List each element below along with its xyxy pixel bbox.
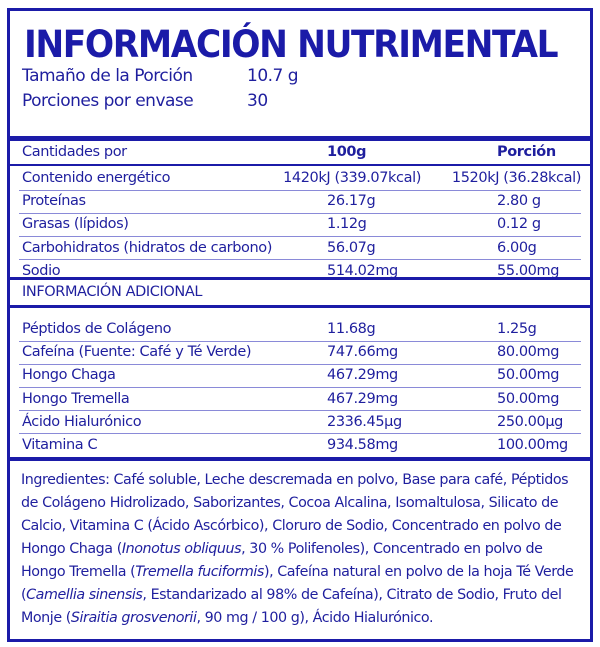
table-row: Vitamina C 934.58mg 100.00mg [10, 434, 590, 457]
ingredients-scientific-name: Tremella fuciformis [135, 564, 264, 580]
nutrition-label: INFORMACIÓN NUTRIMENTAL Tamaño de la Por… [7, 8, 593, 642]
divider [10, 164, 590, 166]
ingredients-scientific-name: Siraitia grosvenorii [70, 610, 197, 626]
row-per-portion: 6.00g [497, 239, 537, 256]
row-per-100g: 467.29mg [327, 390, 398, 407]
ingredients-part: , 90 mg / 100 g), Ácido Hialurónico. [196, 610, 434, 626]
table-row: Carbohidratos (hidratos de carbono) 56.0… [10, 237, 590, 260]
row-divider [19, 433, 581, 435]
row-per-100g: 934.58mg [327, 437, 398, 453]
serving-size-label: Tamaño de la Porción [22, 66, 193, 86]
row-per-portion: 0.12 g [497, 216, 541, 233]
row-divider [19, 189, 581, 191]
table-row: Sodio 514.02mg 55.00mg [10, 260, 590, 283]
row-per-100g: 747.66mg [327, 344, 398, 361]
row-per-portion: 55.00mg [497, 262, 560, 279]
divider [10, 305, 590, 308]
row-per-100g: 11.68g [327, 321, 376, 337]
row-per-100g: 2336.45µg [327, 413, 402, 430]
serving-size-value: 10.7 g [247, 66, 299, 86]
header-100g: 100g [327, 144, 367, 160]
row-per-portion: 250.00µg [497, 413, 563, 430]
row-name: Péptidos de Colágeno [22, 321, 172, 337]
row-name: Hongo Chaga [22, 367, 116, 384]
row-per-portion: 50.00mg [497, 390, 560, 407]
row-per-100g: 26.17g [327, 193, 376, 210]
row-per-portion: 1520kJ (36.28kcal) [451, 170, 581, 186]
table-row: Ácido Hialurónico 2336.45µg 250.00µg [10, 411, 590, 434]
row-per-100g: 514.02mg [327, 262, 398, 279]
table-row: Contenido energético 1420kJ (339.07kcal)… [10, 167, 590, 190]
row-per-portion: 1.25g [497, 321, 537, 337]
row-divider [19, 235, 581, 237]
row-name: Hongo Tremella [22, 390, 130, 407]
row-per-portion: 100.00mg [497, 437, 568, 453]
row-per-100g: 1.12g [327, 216, 367, 233]
servings-per-container-value: 30 [247, 91, 268, 111]
table-row: Grasas (lípidos) 1.12g 0.12 g [10, 213, 590, 236]
row-name: Ácido Hialurónico [22, 413, 142, 430]
row-name: Cafeína (Fuente: Café y Té Verde) [22, 344, 252, 361]
servings-per-container-label: Porciones por envase [22, 91, 194, 111]
ingredients-part: ), Cafeína natural en polvo de la hoja T… [21, 564, 574, 603]
row-per-100g: 56.07g [327, 239, 376, 256]
row-name: Proteínas [22, 193, 86, 210]
row-name: Grasas (lípidos) [22, 216, 129, 233]
divider [10, 277, 590, 280]
ingredients-part: , 30 % Polifenoles), Concentrado en polv… [21, 541, 543, 580]
row-name: Vitamina C [22, 437, 98, 453]
row-divider [19, 363, 581, 365]
row-per-100g: 467.29mg [327, 367, 398, 384]
table-row: Cafeína (Fuente: Café y Té Verde) 747.66… [10, 341, 590, 364]
ingredients-scientific-name: Inonotus obliquus [121, 541, 242, 557]
row-name: Contenido energético [22, 170, 171, 186]
ingredients-scientific-name: Camellia sinensis [26, 587, 143, 603]
row-divider [19, 340, 581, 342]
ingredients-part: , Estandarizado al 98% de Cafeína), Citr… [21, 587, 562, 626]
divider-thick [10, 457, 590, 461]
row-per-portion: 2.80 g [497, 193, 541, 210]
row-divider [19, 410, 581, 412]
table-row: Proteínas 26.17g 2.80 g [10, 190, 590, 213]
row-divider [19, 259, 581, 261]
table-row: Péptidos de Colágeno 11.68g 1.25g [10, 318, 590, 341]
additional-info-title: INFORMACIÓN ADICIONAL [22, 284, 203, 300]
additional-info-header: INFORMACIÓN ADICIONAL [10, 281, 590, 304]
row-per-100g: 1420kJ (339.07kcal) [283, 170, 421, 186]
divider-thick [10, 136, 590, 141]
row-name: Carbohidratos (hidratos de carbono) [22, 239, 273, 256]
row-name: Sodio [22, 262, 61, 279]
label-title: INFORMACIÓN NUTRIMENTAL [24, 23, 559, 66]
table-row: Hongo Chaga 467.29mg 50.00mg [10, 364, 590, 387]
ingredients-text: Ingredientes: Café soluble, Leche descre… [21, 469, 583, 630]
row-divider [19, 386, 581, 388]
header-label: Cantidades por [22, 144, 127, 160]
row-per-portion: 50.00mg [497, 367, 560, 384]
row-per-portion: 80.00mg [497, 344, 560, 361]
ingredients-part: Ingredientes: Café soluble, Leche descre… [21, 472, 569, 557]
table-row: Hongo Tremella 467.29mg 50.00mg [10, 388, 590, 411]
row-divider [19, 212, 581, 214]
header-portion: Porción [497, 144, 556, 160]
table-header: Cantidades por 100g Porción [10, 141, 590, 164]
